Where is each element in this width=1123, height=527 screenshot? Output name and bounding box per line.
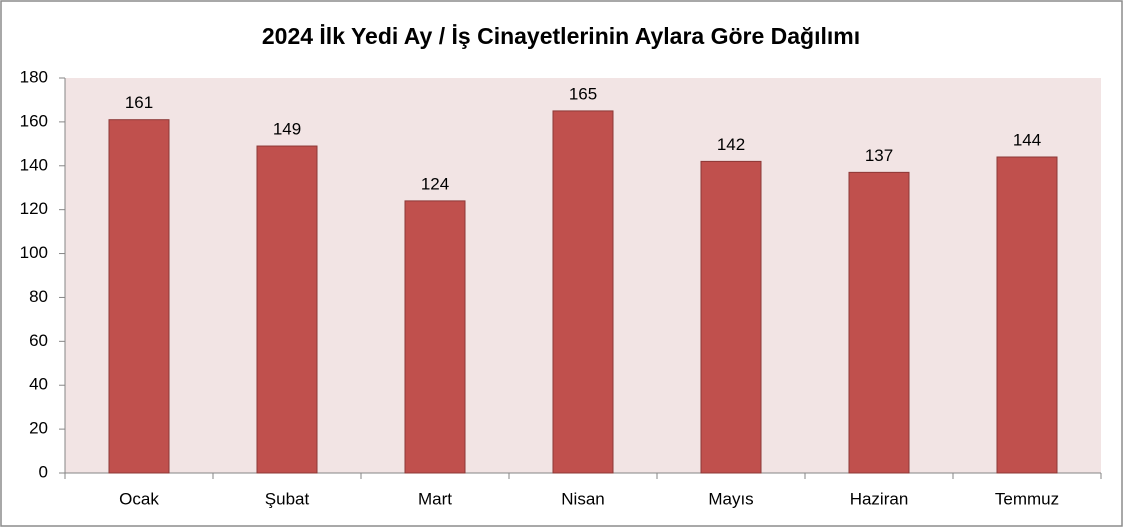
x-tick-label: Şubat	[265, 489, 310, 508]
bar	[552, 110, 614, 474]
chart-title: 2024 İlk Yedi Ay / İş Cinayetlerinin Ayl…	[262, 23, 860, 49]
data-label: 124	[421, 174, 449, 193]
y-tick-label: 0	[39, 462, 48, 481]
y-tick-label: 40	[29, 375, 48, 394]
bar	[108, 119, 170, 474]
x-tick-label: Nisan	[561, 489, 604, 508]
y-tick-label: 160	[20, 111, 48, 130]
data-label: 149	[273, 120, 301, 139]
y-tick-label: 80	[29, 287, 48, 306]
y-tick-label: 120	[20, 199, 48, 218]
data-label: 144	[1013, 130, 1041, 149]
data-label: 142	[717, 135, 745, 154]
y-tick-label: 100	[20, 243, 48, 262]
x-tick-label: Mart	[418, 489, 452, 508]
data-label: 165	[569, 84, 597, 103]
y-tick-label: 180	[20, 67, 48, 86]
bar	[996, 156, 1058, 474]
bar	[256, 145, 318, 474]
y-tick-label: 60	[29, 331, 48, 350]
bar	[848, 171, 910, 474]
data-label: 161	[125, 93, 153, 112]
y-tick-label: 140	[20, 155, 48, 174]
x-tick-label: Haziran	[850, 489, 909, 508]
x-tick-label: Temmuz	[995, 489, 1059, 508]
bar	[404, 200, 466, 474]
bar	[700, 160, 762, 474]
x-tick-label: Ocak	[119, 489, 159, 508]
data-label: 137	[865, 146, 893, 165]
y-tick-label: 20	[29, 419, 48, 438]
x-tick-label: Mayıs	[708, 489, 753, 508]
